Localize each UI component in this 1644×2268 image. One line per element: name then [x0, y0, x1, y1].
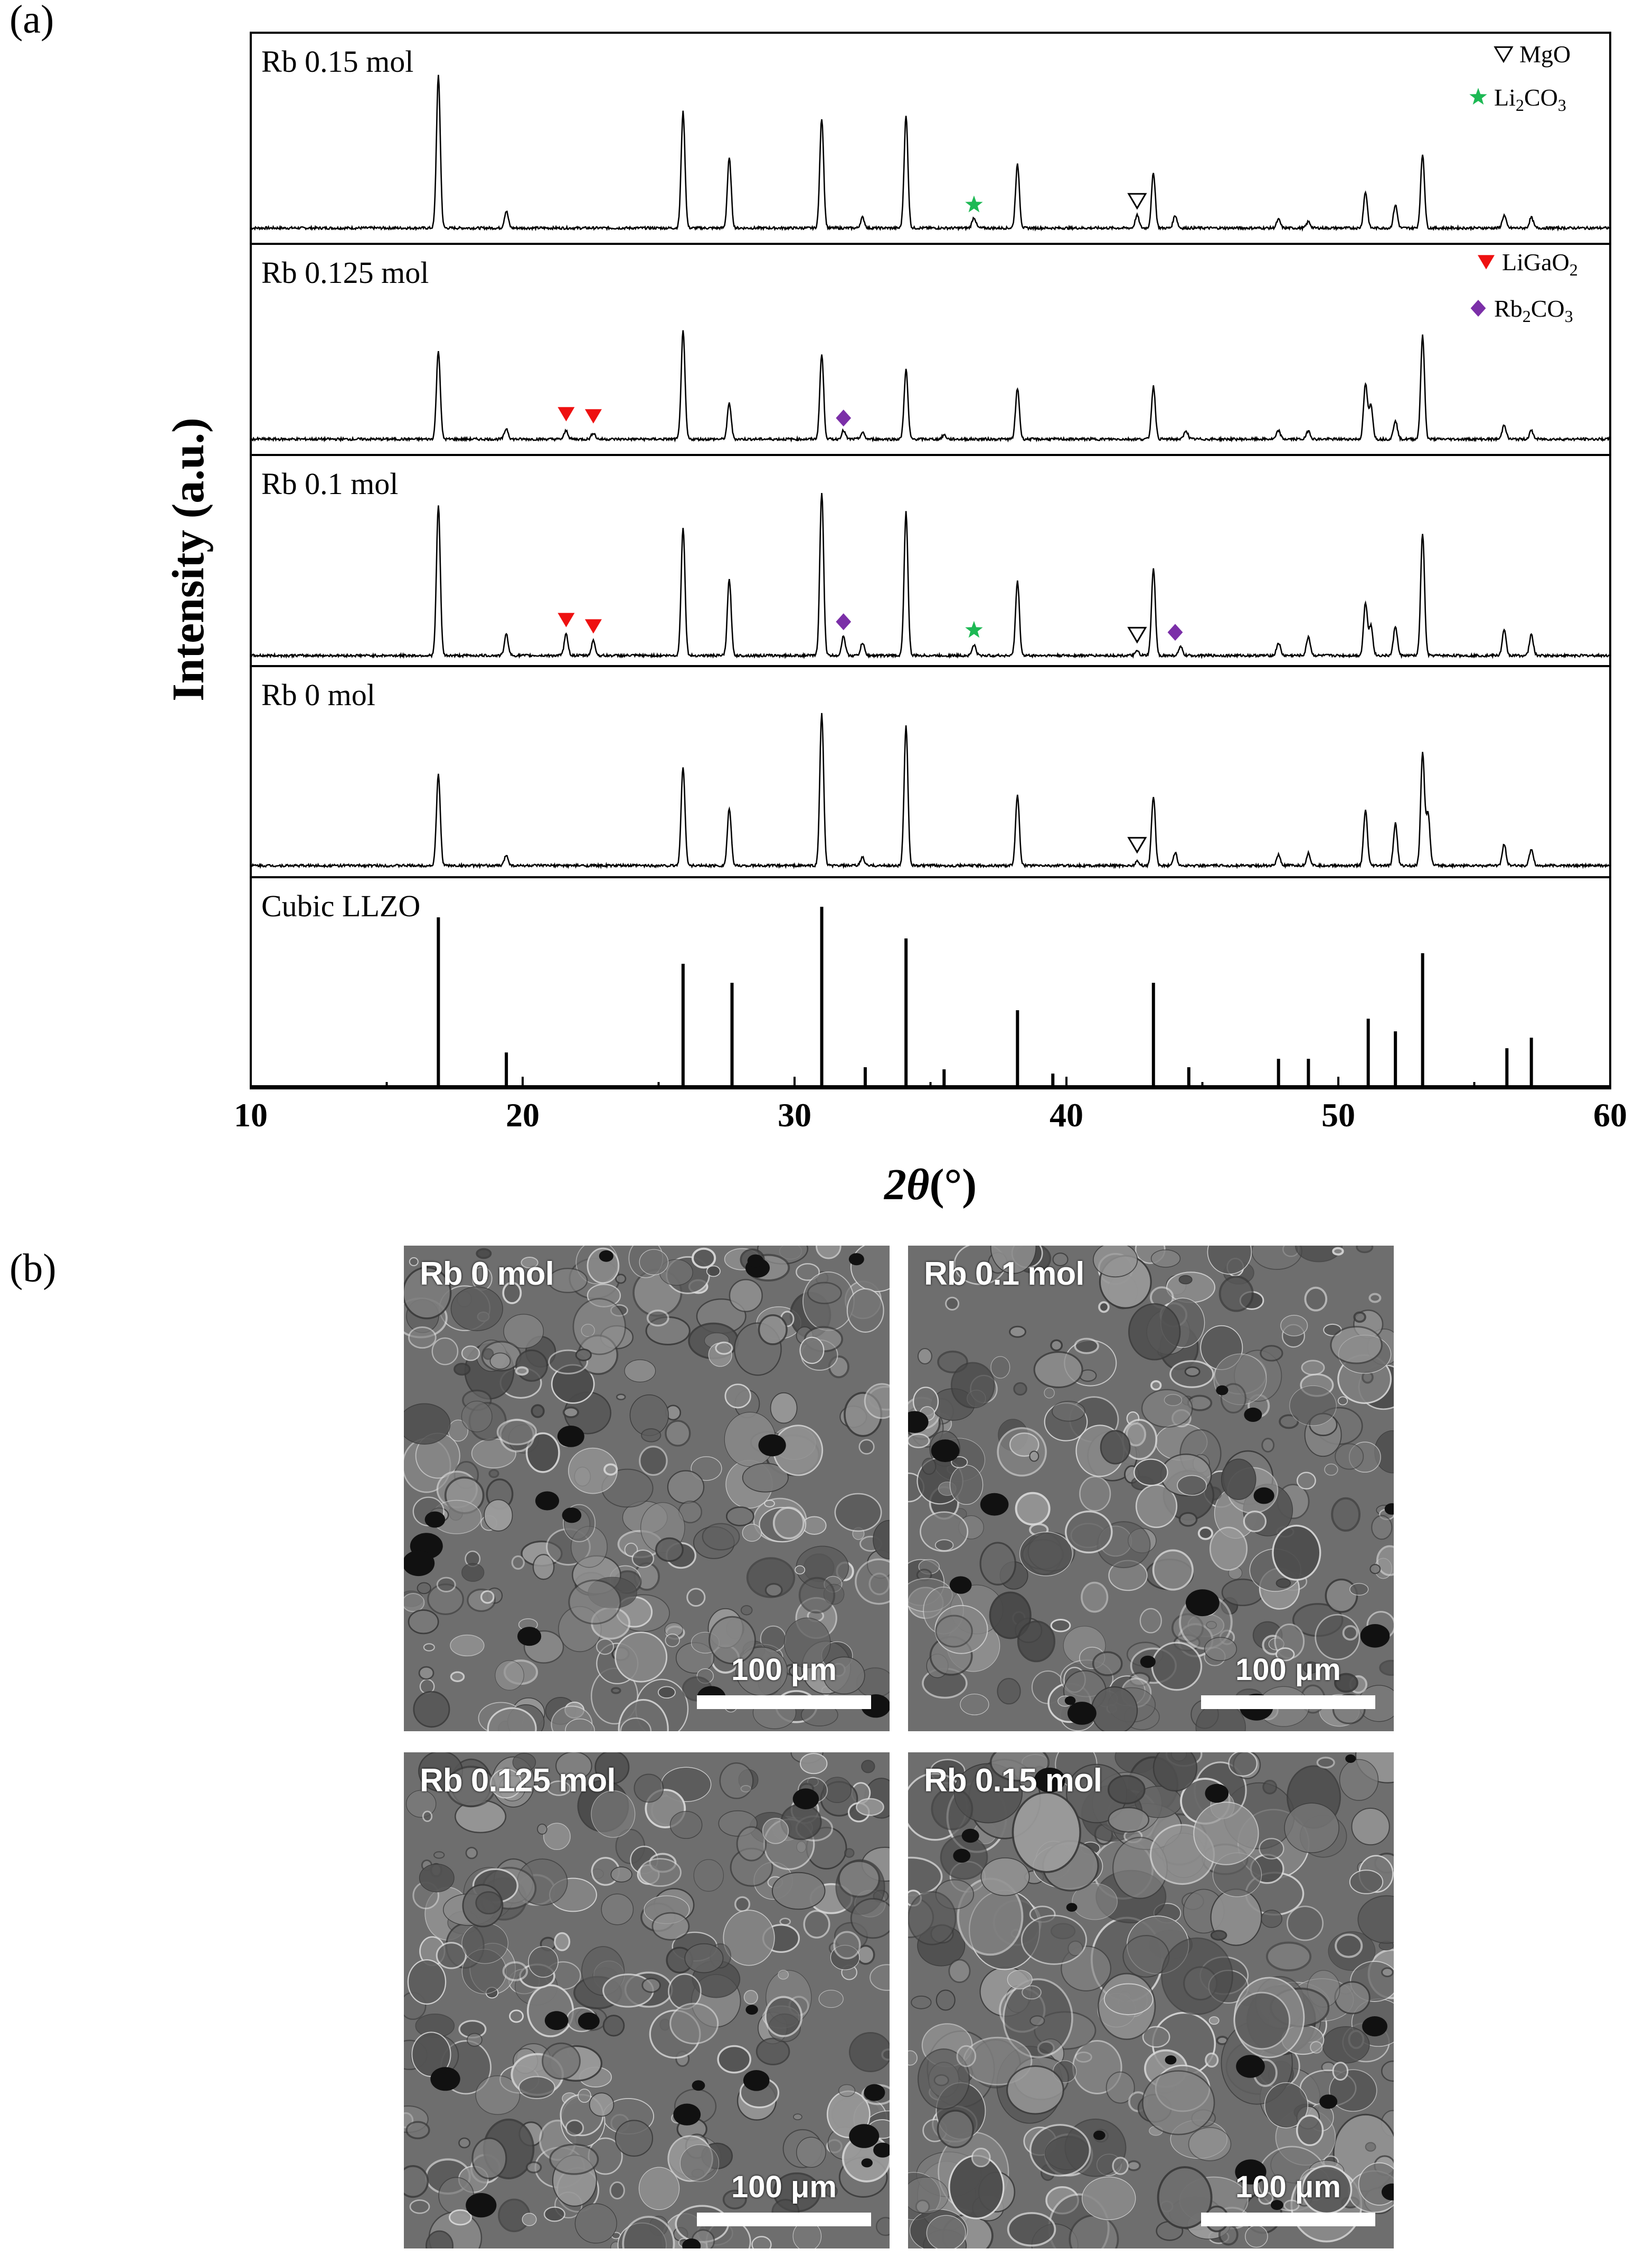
sem-texture [404, 1752, 890, 2248]
phase-marker [965, 195, 983, 213]
panel-frame [250, 32, 1611, 245]
series-label: Rb 0.125 mol [261, 255, 429, 290]
panel-frame [250, 665, 1611, 878]
phase-marker [558, 613, 575, 628]
x-tick-label: 30 [778, 1096, 811, 1134]
sem-image-rb-0-1: Rb 0.1 mol 100 μm [908, 1246, 1394, 1731]
series-label: Rb 0.15 mol [261, 44, 413, 79]
legend-symbol [1469, 88, 1487, 105]
scale-bar [1201, 2213, 1375, 2226]
sem-label: Rb 0.15 mol [924, 1762, 1102, 1799]
phase-marker [836, 410, 852, 426]
scale-bar-label: 100 μm [1235, 2170, 1341, 2204]
phase-marker [558, 407, 575, 422]
legend-label: MgO [1519, 41, 1571, 68]
x-tick-label: 50 [1321, 1096, 1355, 1134]
sem-label: Rb 0.125 mol [420, 1762, 616, 1799]
legend-label: Li2CO3 [1494, 84, 1566, 115]
x-tick-label: 60 [1593, 1096, 1627, 1134]
x-tick-label: 20 [506, 1096, 540, 1134]
sem-texture [908, 1752, 1394, 2248]
legend-symbol [1478, 255, 1495, 270]
sem-label: Rb 0.1 mol [924, 1256, 1085, 1292]
xrd-pattern [250, 492, 1611, 659]
scale-bar [697, 2213, 871, 2226]
x-axis-label: 2θ(°) [883, 1160, 977, 1209]
series-label: Rb 0 mol [261, 678, 375, 712]
x-tick-label: 40 [1050, 1096, 1083, 1134]
legend-symbol [1470, 300, 1486, 317]
phase-marker [584, 409, 602, 424]
phase-marker [1127, 193, 1147, 210]
xrd-pattern [250, 330, 1611, 443]
scale-bar [697, 1695, 871, 1709]
scale-bar [1201, 1695, 1375, 1709]
panel-frame [250, 243, 1611, 456]
panel-frame [250, 454, 1611, 667]
phase-marker [1127, 837, 1147, 854]
legend-symbol [1494, 46, 1514, 63]
scale-bar-label: 100 μm [731, 2170, 837, 2204]
y-axis-label: Intensity (a.u.) [163, 417, 213, 701]
series-label: Cubic LLZO [261, 889, 420, 923]
panel-frame [250, 876, 1611, 1089]
x-tick-label: 10 [234, 1096, 268, 1134]
phase-marker [1127, 627, 1147, 644]
sem-texture [908, 1246, 1394, 1731]
sem-image-rb-0: Rb 0 mol 100 μm [404, 1246, 890, 1731]
sem-texture [404, 1246, 890, 1731]
sem-image-rb-0-15: Rb 0.15 mol 100 μm [908, 1752, 1394, 2248]
scale-bar-label: 100 μm [731, 1653, 837, 1687]
phase-marker [584, 619, 602, 634]
legend-label: LiGaO2 [1502, 249, 1578, 279]
panel-label-a: (a) [10, 0, 54, 42]
sem-label: Rb 0 mol [420, 1256, 554, 1292]
legend-label: Rb2CO3 [1494, 295, 1573, 326]
phase-marker [1167, 624, 1183, 641]
xrd-chart: Rb 0.15 mol Rb 0.125 mol Rb 0.1 mol Rb 0 mo… [163, 32, 1627, 1209]
xrd-pattern [250, 713, 1611, 869]
panel-label-b: (b) [10, 1246, 56, 1290]
sem-image-rb-0-125: Rb 0.125 mol 100 μm [404, 1752, 890, 2248]
scale-bar-label: 100 μm [1235, 1653, 1341, 1687]
series-label: Rb 0.1 mol [261, 467, 398, 501]
xrd-pattern [250, 74, 1611, 232]
phase-marker [836, 613, 852, 630]
phase-marker [965, 621, 983, 638]
